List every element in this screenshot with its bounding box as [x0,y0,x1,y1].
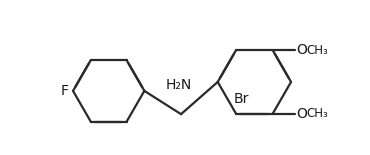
Text: Br: Br [234,92,249,106]
Text: O: O [296,43,307,57]
Text: CH₃: CH₃ [306,44,328,57]
Text: CH₃: CH₃ [306,107,328,120]
Text: H₂N: H₂N [165,78,191,92]
Text: F: F [61,84,69,98]
Text: O: O [296,107,307,121]
